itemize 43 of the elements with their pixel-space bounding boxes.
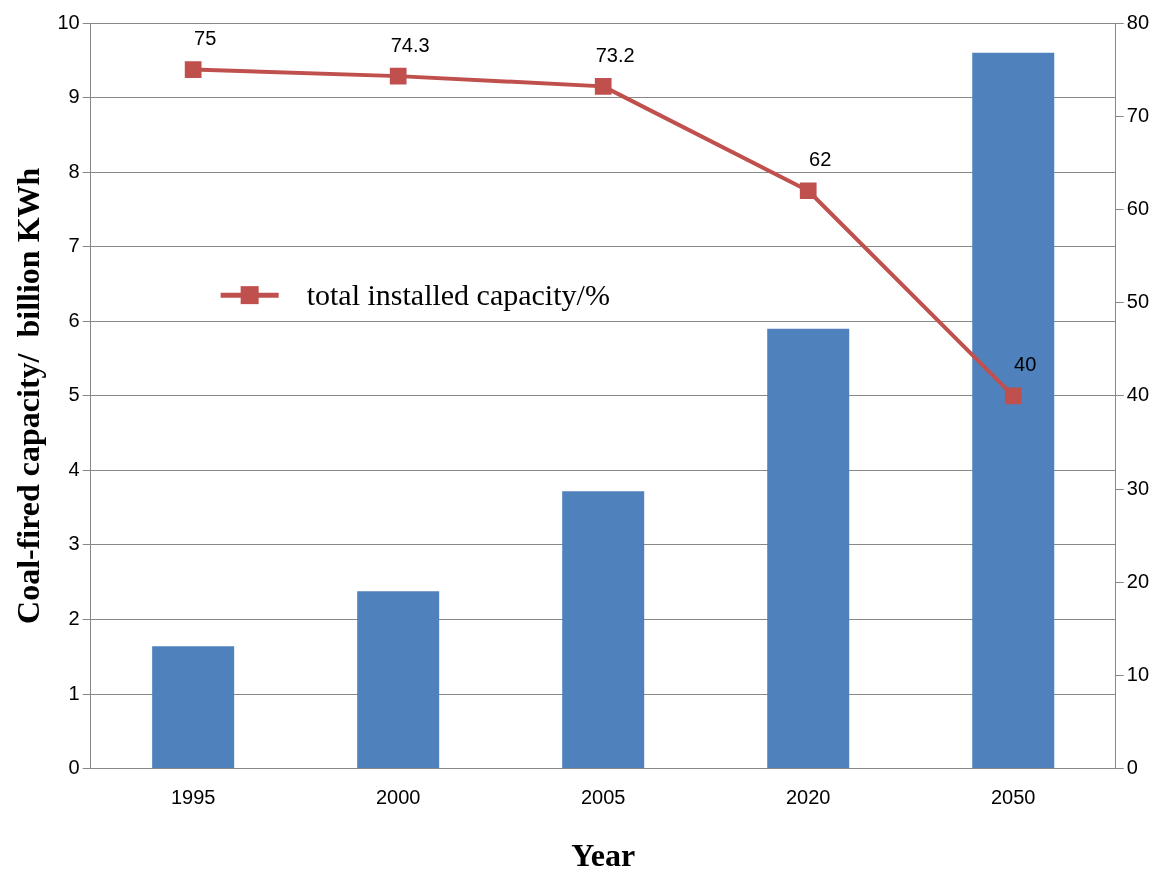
y2-tick-label: 60 xyxy=(1126,196,1149,219)
x-tick-label: 2000 xyxy=(375,786,421,809)
point xyxy=(184,61,202,78)
y-tick-label: 8 xyxy=(68,159,80,182)
y-tick-label: 10 xyxy=(57,10,80,33)
y2-tick-label: 70 xyxy=(1126,103,1149,126)
data-label: 62 xyxy=(809,148,832,171)
x-axis-title: Year xyxy=(571,837,636,874)
y-tick-label: 2 xyxy=(68,607,80,629)
data-label: 73.2 xyxy=(595,43,635,66)
y2-tick-label: 30 xyxy=(1126,476,1149,499)
y-tick-label: 4 xyxy=(68,457,80,480)
bar xyxy=(767,328,850,769)
bar xyxy=(972,52,1055,769)
x-tick-label: 2020 xyxy=(785,786,831,809)
y2-tick-label: 80 xyxy=(1126,10,1149,33)
y2-tick-label: 0 xyxy=(1126,756,1138,779)
data-label: 74.3 xyxy=(390,33,430,56)
x-tick-label: 1995 xyxy=(170,786,216,809)
point xyxy=(594,78,612,95)
data-label: 40 xyxy=(1014,353,1037,376)
y-tick-label: 0 xyxy=(68,756,80,779)
point xyxy=(389,67,407,85)
point xyxy=(1004,387,1022,405)
bar xyxy=(357,591,440,769)
y-tick-label: 7 xyxy=(68,234,80,257)
y2-tick-label: 20 xyxy=(1126,569,1149,592)
x-tick-label: 2005 xyxy=(580,786,626,809)
y-tick-label: 5 xyxy=(68,383,80,406)
y-tick-label: 3 xyxy=(68,532,80,555)
bar xyxy=(152,646,235,769)
y-tick-label: 6 xyxy=(68,308,80,331)
y-axis-title: Coal-fired capacity/ billion KWh xyxy=(10,167,47,624)
y2-tick-label: 50 xyxy=(1126,290,1149,313)
x-tick-label: 2050 xyxy=(990,786,1036,809)
data-label: 75 xyxy=(194,27,217,50)
y-tick-label: 9 xyxy=(68,85,80,108)
y2-tick-label: 40 xyxy=(1126,383,1149,406)
y2-tick-label: 10 xyxy=(1126,662,1149,685)
legend-label: total installed capacity/% xyxy=(306,278,610,312)
y-tick-label: 1 xyxy=(68,681,80,704)
bar xyxy=(562,491,645,769)
point xyxy=(799,182,817,200)
